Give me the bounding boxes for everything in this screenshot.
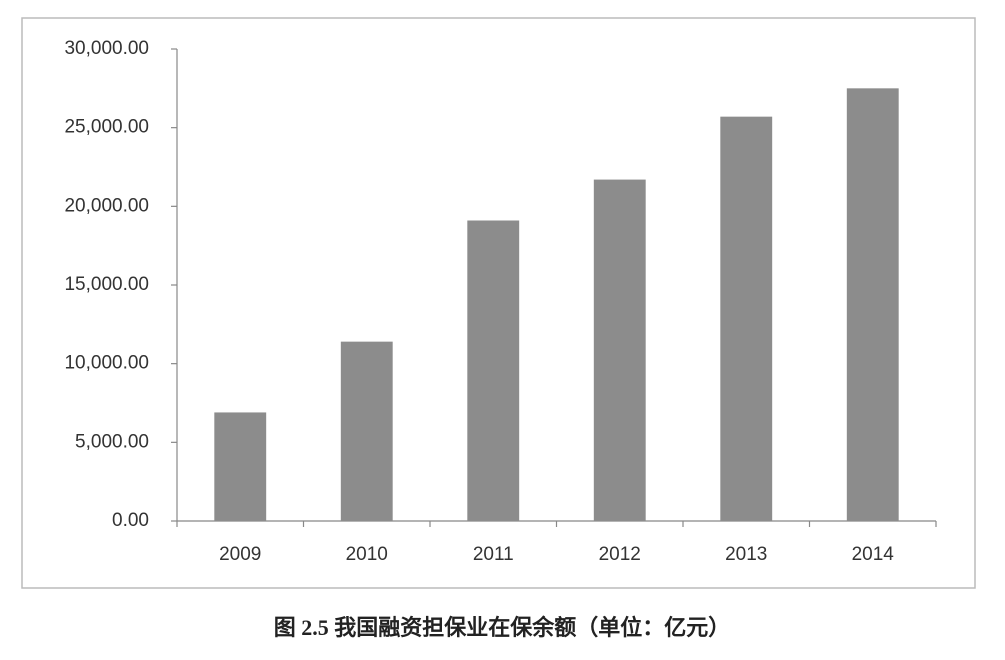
y-tick-label: 25,000.00 [64,117,149,138]
y-tick-label: 15,000.00 [64,274,149,295]
bar [214,412,267,521]
bar [846,88,899,521]
y-tick-label: 0.00 [112,510,149,531]
bar [720,116,773,522]
y-tick-label: 10,000.00 [64,353,149,374]
x-tick-label: 2011 [473,544,514,565]
y-tick-label: 5,000.00 [75,431,149,452]
x-tick-label: 2013 [725,544,767,565]
bar [467,220,520,521]
x-tick-label: 2010 [346,544,388,565]
bar [340,341,393,521]
bar [593,179,646,521]
x-tick-label: 2012 [599,544,641,565]
y-tick-label: 30,000.00 [64,38,149,59]
y-tick-label: 20,000.00 [64,195,149,216]
x-tick-label: 2009 [219,544,261,565]
x-tick-label: 2014 [852,544,895,565]
chart-title: 图 2.5 我国融资担保业在保余额（单位：亿元） [274,615,731,640]
